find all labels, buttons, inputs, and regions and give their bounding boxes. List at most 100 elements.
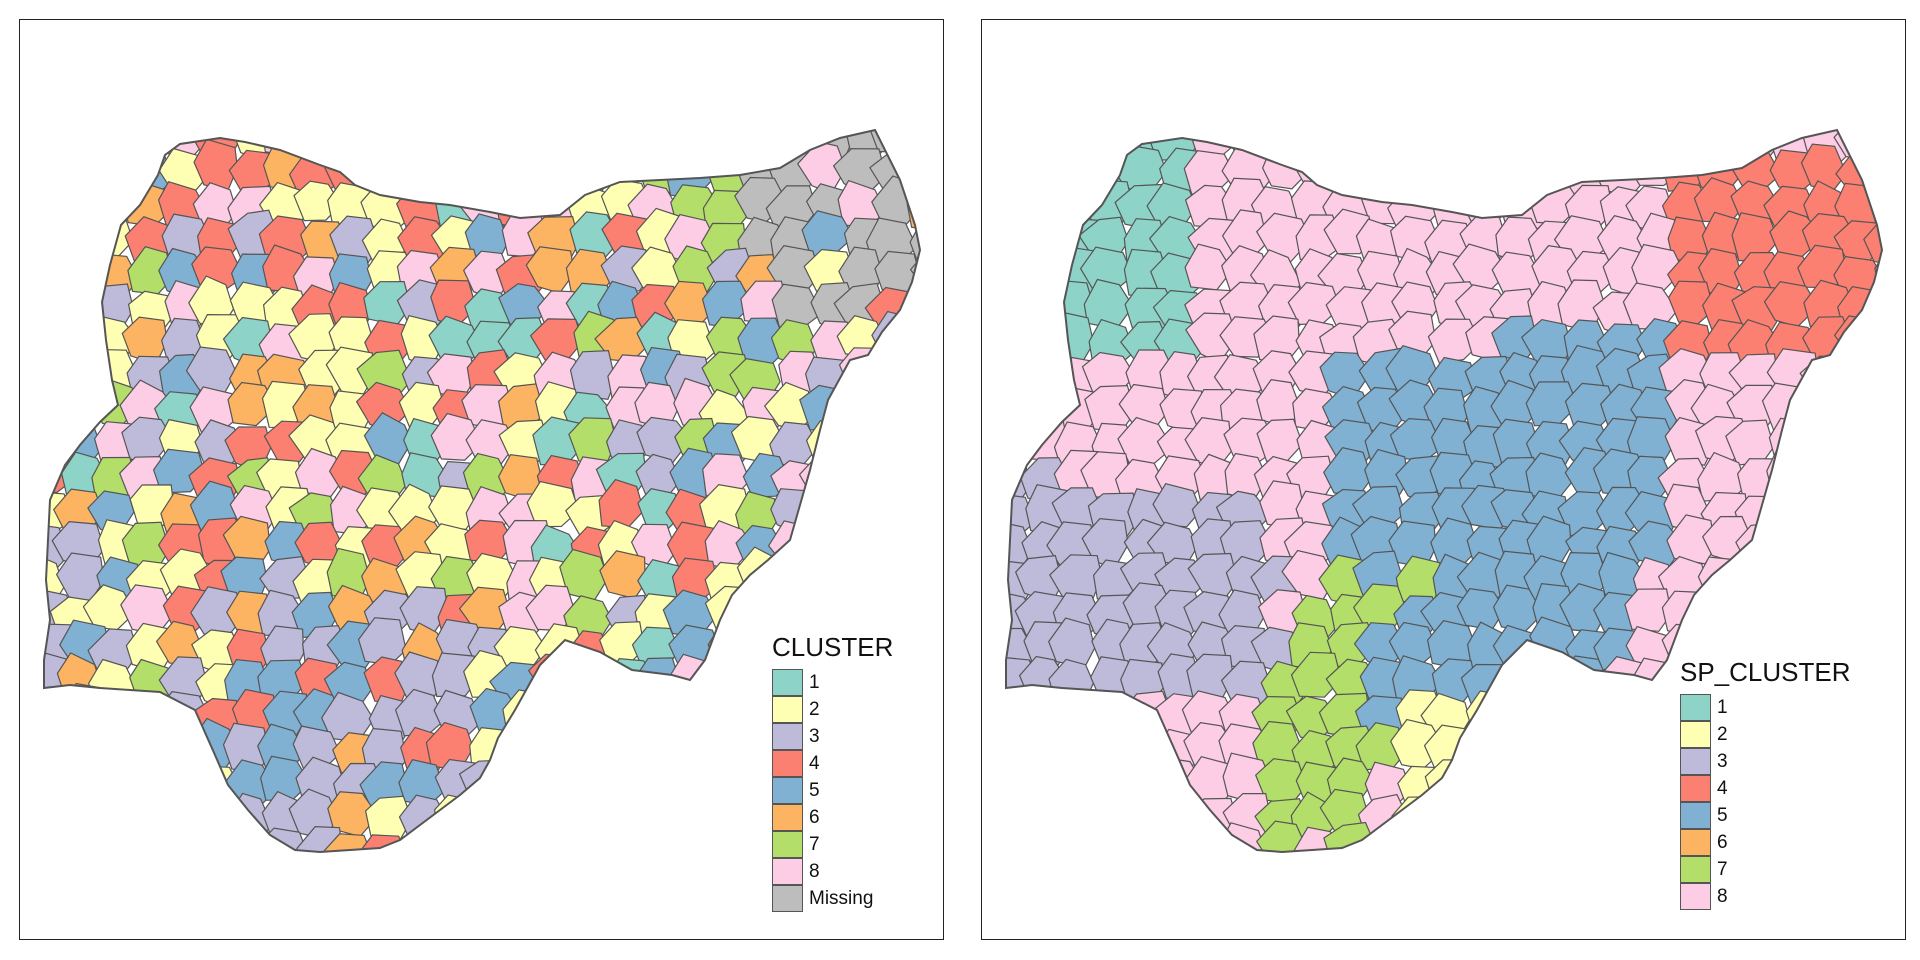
- lga-region: [1834, 489, 1882, 538]
- lga-region: [193, 828, 243, 852]
- lga-region: [771, 549, 824, 597]
- lga-region: [1873, 458, 1882, 503]
- lga-region: [1863, 491, 1882, 540]
- lga-region: [157, 763, 214, 810]
- lga-region: [1599, 863, 1643, 908]
- legend-swatch: [1680, 721, 1711, 748]
- lga-region: [1864, 798, 1882, 847]
- lga-region: [1871, 825, 1882, 852]
- lga-region: [835, 456, 883, 507]
- lga-region: [1157, 865, 1208, 916]
- legend-swatch: [772, 885, 803, 912]
- lga-region: [698, 754, 751, 799]
- legend-title: CLUSTER: [772, 632, 894, 662]
- lga-region: [907, 280, 920, 328]
- lga-region: [365, 130, 418, 161]
- lga-region: [1800, 554, 1852, 603]
- lga-region: [911, 455, 920, 503]
- lga-region: [706, 721, 758, 767]
- lga-region: [1115, 767, 1165, 809]
- lga-region: [872, 555, 920, 601]
- lga-region: [741, 130, 789, 164]
- lga-region: [44, 249, 77, 297]
- lga-region: [1016, 825, 1065, 852]
- lga-region: [871, 352, 920, 398]
- lga-region: [189, 791, 240, 840]
- lga-region: [1732, 551, 1782, 601]
- lga-region: [1624, 759, 1678, 809]
- lga-region: [21, 864, 70, 914]
- lga-region: [1152, 483, 1202, 528]
- lga-region: [638, 827, 685, 852]
- lga-region: [1632, 657, 1682, 705]
- legend-swatch: [772, 723, 803, 750]
- lga-region: [1006, 763, 1041, 807]
- lga-region: [1019, 178, 1073, 226]
- lga-region: [1630, 794, 1680, 837]
- lga-region: [1463, 130, 1509, 167]
- lga-region: [908, 859, 944, 905]
- lga-region: [800, 524, 853, 575]
- lga-region: [1487, 764, 1539, 811]
- legend-label: 5: [1717, 804, 1728, 826]
- legend-swatch: [1680, 802, 1711, 829]
- lga-region: [1427, 318, 1482, 364]
- lga-region: [630, 795, 684, 844]
- lga-region: [56, 381, 106, 427]
- lga-region: [63, 179, 111, 227]
- lga-region: [430, 412, 482, 461]
- lga-region: [44, 388, 70, 434]
- lga-region: [1869, 143, 1882, 195]
- lga-region: [1798, 381, 1854, 432]
- lga-region: [904, 792, 920, 842]
- lga-region: [53, 130, 105, 159]
- lga-region: [1569, 726, 1617, 775]
- lga-region: [1390, 144, 1447, 192]
- legend-item: Missing: [772, 885, 893, 912]
- lga-region: [1488, 798, 1541, 843]
- lga-region: [391, 834, 449, 852]
- lga-region: [122, 130, 176, 157]
- lga-region: [1497, 661, 1545, 706]
- lga-region: [1558, 685, 1610, 736]
- legend-item: 8: [1680, 883, 1851, 910]
- lga-region: [907, 727, 920, 776]
- lga-region: [296, 825, 344, 852]
- lga-region: [1599, 756, 1649, 802]
- legend-item: 3: [1680, 748, 1851, 775]
- lga-region: [1495, 130, 1548, 158]
- lga-region: [1727, 130, 1781, 166]
- lga-region: [1868, 130, 1882, 159]
- lga-region: [1873, 863, 1906, 913]
- legend-swatch: [772, 696, 803, 723]
- lga-region: [603, 827, 649, 852]
- lga-region: [1867, 348, 1882, 394]
- legend-items: 1 2 3 4 5 6 7 8 Missing: [772, 669, 893, 912]
- legend-label: 7: [1717, 858, 1728, 880]
- lga-region: [426, 130, 479, 160]
- lga-region: [1633, 824, 1682, 852]
- lga-region: [1826, 525, 1882, 569]
- lga-region: [224, 862, 271, 909]
- lga-region: [1527, 717, 1582, 769]
- lga-region: [631, 130, 680, 160]
- lga-region: [124, 828, 178, 852]
- legend-item: 5: [772, 777, 893, 804]
- legend-item: 7: [1680, 856, 1851, 883]
- lga-region: [399, 862, 451, 902]
- lga-region: [1006, 422, 1036, 468]
- lga-region: [124, 759, 176, 810]
- lga-region: [1831, 383, 1879, 432]
- legend-label: 7: [809, 833, 820, 855]
- legend-label: 3: [1717, 750, 1728, 772]
- lga-region: [436, 826, 485, 852]
- lga-region: [1699, 130, 1756, 166]
- lga-region: [1188, 130, 1240, 157]
- lga-region: [1013, 795, 1064, 840]
- lga-region: [1154, 821, 1204, 852]
- lga-region: [1419, 788, 1475, 838]
- legend-swatch: [1680, 829, 1711, 856]
- lga-region: [908, 345, 920, 396]
- lga-region: [300, 859, 345, 905]
- lga-region: [905, 149, 920, 195]
